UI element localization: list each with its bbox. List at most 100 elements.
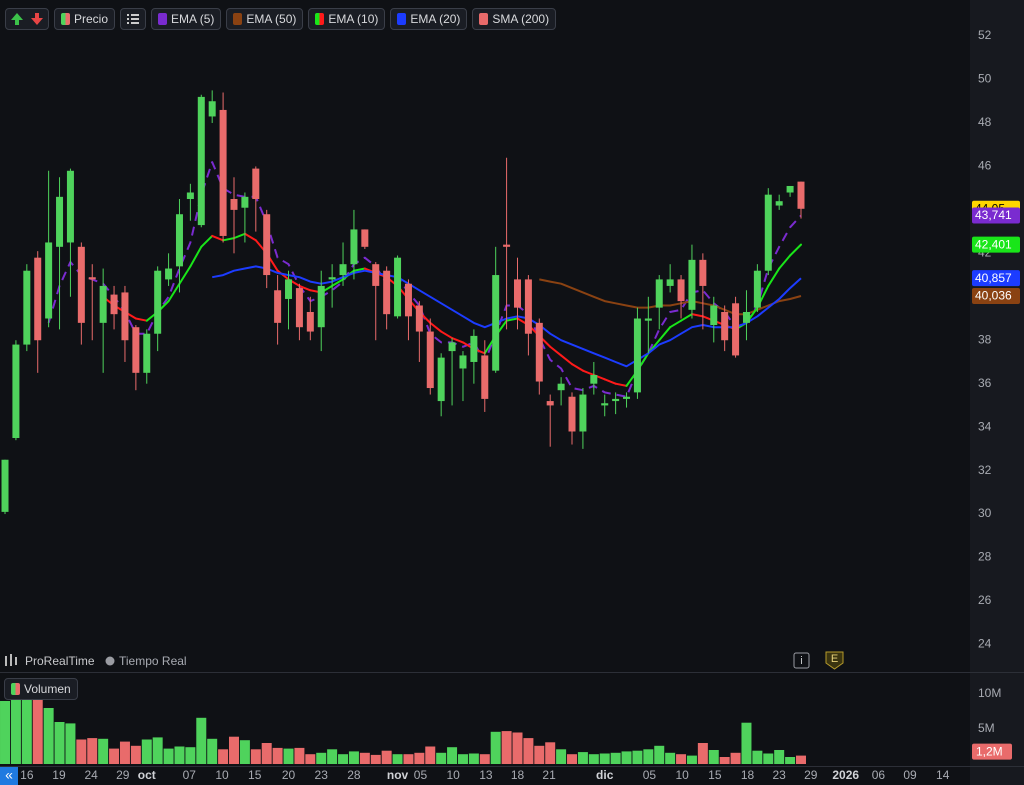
volume-bar — [261, 743, 272, 764]
info-icon[interactable]: i — [800, 655, 802, 667]
status-dot — [105, 656, 115, 666]
indicator-line — [47, 161, 802, 398]
legend-entry[interactable]: EMA (10) — [308, 8, 386, 30]
x-tick-label: 20 — [282, 768, 296, 782]
price-axis-panel — [970, 0, 1024, 785]
candle-body — [601, 403, 609, 406]
x-tick-label: 28 — [347, 768, 361, 782]
last-value-label: 43,741 — [975, 208, 1012, 222]
volume-bar — [643, 749, 654, 764]
candle-body — [175, 214, 183, 267]
volume-tick-label: 5M — [978, 721, 995, 735]
volume-tick-label: 10M — [978, 686, 1001, 700]
volume-bar — [447, 747, 458, 764]
x-tick-label: 18 — [741, 768, 755, 782]
legend-label: Precio — [74, 12, 109, 26]
direction-buttons[interactable] — [5, 8, 49, 30]
candle-body — [721, 311, 729, 341]
volume-bar — [545, 742, 556, 764]
candle-body — [263, 214, 271, 276]
candle-icon — [15, 657, 17, 665]
volume-bar — [479, 754, 490, 764]
last-value-box — [972, 288, 1020, 305]
candle-body — [688, 259, 696, 310]
volume-bar — [348, 751, 359, 764]
volume-legend[interactable]: Volumen — [4, 678, 78, 700]
up-arrow[interactable] — [8, 11, 26, 27]
legend-entry[interactable]: SMA (200) — [472, 8, 557, 30]
indicator-segment — [778, 254, 792, 270]
x-tick-label: 29 — [804, 768, 818, 782]
volume-bar — [305, 754, 316, 764]
x-tick-label: oct — [138, 768, 156, 782]
volume-bar — [109, 748, 120, 764]
legend-entry[interactable]: Precio — [54, 8, 116, 30]
volume-bar — [174, 746, 185, 764]
candle-body — [274, 290, 282, 323]
x-tick-label: 2026 — [832, 768, 859, 782]
volume-bar — [119, 741, 130, 764]
volume-bar — [87, 738, 98, 764]
candle-body — [470, 335, 478, 362]
volume-bar — [359, 752, 370, 764]
legend-swatch — [479, 13, 489, 25]
indicator-segment — [243, 232, 257, 242]
info-button[interactable] — [793, 652, 810, 669]
candle-body — [132, 327, 140, 373]
candle-body — [252, 168, 260, 200]
candle-body — [492, 275, 500, 371]
legend-swatch — [233, 13, 243, 25]
y-tick-label: 24 — [978, 637, 992, 651]
candle-body — [590, 374, 598, 384]
volume-bar — [556, 749, 567, 764]
indicator-segment — [614, 382, 628, 387]
volume-bar — [32, 691, 43, 764]
list-icon — [127, 14, 140, 24]
x-tick-label: 05 — [643, 768, 657, 782]
volume-bar — [218, 749, 229, 764]
legend-entry[interactable]: EMA (20) — [390, 8, 468, 30]
legend-entry[interactable]: EMA (5) — [151, 8, 222, 30]
candle-body — [481, 355, 489, 399]
candle-body — [415, 305, 423, 332]
indicator-segment — [232, 232, 246, 240]
x-tick-label: 24 — [84, 768, 98, 782]
indicator-segment — [581, 369, 595, 376]
indicator-segment — [167, 282, 181, 303]
mode: Tiempo Real — [119, 654, 187, 668]
legend-entry[interactable]: EMA (50) — [226, 8, 304, 30]
legend-swatch — [315, 13, 325, 25]
volume-last-label: 1,2M — [976, 744, 1003, 758]
scroll-left-button[interactable] — [0, 767, 18, 785]
y-tick-label: 34 — [978, 419, 992, 433]
candle-body — [110, 294, 118, 315]
events-icon[interactable]: E — [831, 653, 838, 665]
scroll-left-icon[interactable]: « — [5, 767, 13, 783]
candle-body — [230, 199, 238, 210]
candle-body — [786, 185, 794, 193]
volume-bar — [523, 738, 534, 764]
source: ProRealTime — [25, 654, 95, 668]
indicator-list-button[interactable] — [120, 8, 147, 30]
events-marker[interactable] — [825, 651, 844, 670]
candle-body — [77, 246, 85, 323]
volume-bar — [10, 690, 21, 764]
candle-body — [361, 229, 369, 247]
candle-body — [557, 383, 565, 391]
candle-icon — [5, 656, 7, 666]
candle-body — [644, 318, 652, 321]
volume-bar — [501, 731, 512, 764]
candle-body — [732, 303, 740, 356]
x-tick-label: 05 — [414, 768, 428, 782]
legend-label: EMA (5) — [171, 12, 215, 26]
candle-icon — [10, 654, 12, 666]
x-tick-label: 15 — [708, 768, 722, 782]
legend: Precio EMA (5) EMA (50) EMA (10) EMA (20) SMA… — [5, 8, 557, 30]
indicator-segment — [680, 313, 693, 322]
volume-bar — [457, 754, 468, 764]
last-value-box — [972, 270, 1020, 287]
volume-bar — [294, 747, 305, 764]
down-arrow[interactable] — [28, 11, 46, 27]
